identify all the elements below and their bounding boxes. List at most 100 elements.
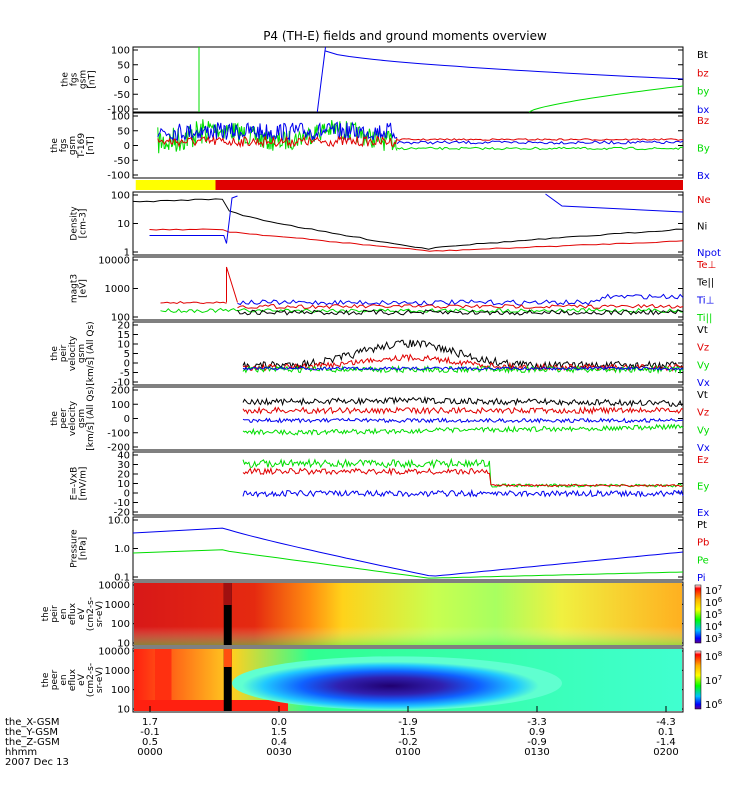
- y-axis-label-line: [cm-3]: [79, 209, 89, 239]
- y-axis-label: thefgsgsm[nT]: [61, 70, 98, 89]
- colorbar-tick-base: 10: [705, 586, 718, 597]
- y-axis-label: E=-VxB[mV/m]: [70, 467, 89, 501]
- y-tick-label: -200: [107, 443, 130, 454]
- ion-spectrum-overlay: [134, 583, 682, 645]
- colorbar-tick-base: 10: [705, 634, 718, 645]
- y-tick-label: 10000: [98, 256, 130, 267]
- colorbar-tick-label: 103: [705, 632, 722, 645]
- electron-early-band: [155, 649, 172, 711]
- y-tick-label: 10: [117, 639, 130, 650]
- y-tick-label: 20: [117, 470, 130, 481]
- y-tick-label: 1.0: [114, 544, 130, 555]
- y-tick-label: 10: [117, 340, 130, 351]
- y-axis-label-line: (cm2-s-: [86, 597, 96, 631]
- y-axis-label-line: velocity: [68, 335, 78, 371]
- series-bz: [157, 135, 398, 149]
- y-tick-label: 30: [117, 460, 130, 471]
- y-tick-label: 0: [124, 359, 130, 370]
- time-tick-label: 0000: [137, 747, 162, 758]
- y-axis-label-line: eV: [77, 607, 87, 620]
- y-tick-label: 0: [124, 489, 130, 500]
- y-tick-label: -20: [114, 508, 130, 519]
- series-by: [157, 119, 398, 154]
- colorbar-tick-label: 106: [705, 698, 723, 711]
- colorbar: [694, 584, 702, 644]
- electron-depletion: [232, 656, 562, 711]
- panel-9: Pressure[nPa] 10.0 1.0 0.1 Pt Pb Pe Pi: [70, 516, 710, 585]
- series-vz: [242, 353, 684, 372]
- time-tick-label: 0.0: [271, 717, 287, 728]
- series-spike: [226, 266, 238, 303]
- chart-title: P4 (TH-E) fields and ground moments over…: [263, 29, 547, 43]
- time-tick-label: -3.3: [527, 717, 547, 728]
- y-tick-label: 10000: [98, 581, 130, 592]
- colorbar-tick-label: 104: [705, 620, 723, 633]
- y-tick-label: -50: [114, 156, 130, 167]
- series-vx: [242, 417, 684, 424]
- legend-entry: Npot: [697, 248, 721, 259]
- y-tick-label: 0: [124, 75, 130, 86]
- y-tick-label: 100: [111, 112, 130, 123]
- series-te-par: [237, 309, 684, 316]
- series-ez: [242, 466, 684, 488]
- legend-entry: By: [697, 144, 710, 155]
- time-tick-label: 0030: [266, 747, 291, 758]
- y-axis-label-line: sr-eV): [95, 601, 105, 627]
- series-vt: [242, 339, 684, 372]
- time-axis-row-label: 2007 Dec 13: [5, 757, 69, 768]
- legend-entry: Ti||: [696, 313, 712, 324]
- y-axis-label: thefgsgsmT-169[nT]: [50, 133, 96, 159]
- y-tick-label: 0: [124, 414, 130, 425]
- y-tick-label: 1000: [105, 600, 130, 611]
- series-bx: [157, 121, 398, 143]
- colorbar-tick-base: 10: [705, 622, 718, 633]
- y-axis-label-line: [km/s] (All Qs): [86, 321, 96, 385]
- colorbar-tick-label: 105: [705, 608, 722, 621]
- y-axis-label: Pressure[nPa]: [70, 529, 89, 568]
- y-axis-label-line: eflux: [68, 668, 78, 691]
- y-axis-label: Density[cm-3]: [70, 206, 89, 241]
- time-tick-label: 0100: [395, 747, 420, 758]
- y-axis-label-line: velocity: [68, 400, 78, 436]
- time-tick-label: 0.9: [529, 727, 545, 738]
- colorbar-tick-base: 10: [705, 700, 718, 711]
- y-axis-label-line: [nPa]: [79, 537, 89, 560]
- series-vt: [242, 395, 684, 408]
- series-pi: [132, 527, 684, 577]
- y-tick-label: 100: [111, 685, 130, 696]
- series-ni: [132, 198, 684, 250]
- y-axis-label-line: peir: [50, 605, 60, 623]
- time-axis-row-label: hhmm: [5, 747, 37, 758]
- legend-entry: by: [697, 87, 709, 98]
- y-axis-label-line: the: [41, 606, 51, 621]
- series-bx-tail: [325, 50, 684, 80]
- time-tick-label: 0200: [653, 747, 678, 758]
- y-axis-label-line: [nT]: [86, 136, 96, 154]
- time-tick-label: -0.9: [527, 737, 547, 748]
- y-tick-label: -10: [114, 378, 130, 389]
- series-ti-par: [160, 307, 684, 314]
- y-tick-label: 5: [124, 349, 130, 360]
- y-tick-label: 1: [124, 248, 130, 259]
- series-vx: [242, 366, 684, 371]
- y-axis-label-line: peir: [59, 344, 69, 362]
- y-tick-label: 100: [111, 46, 130, 57]
- mode-bar-segment-2: [215, 180, 683, 190]
- panel-11: thepeerenefluxeV(cm2-s-sr-eV) 10000 1000 10…: [41, 647, 723, 716]
- panel-3: [135, 180, 683, 190]
- colorbar-tick-exp: 5: [718, 608, 722, 616]
- y-axis-label-line: eV: [77, 673, 87, 686]
- legend-entry: bx: [697, 105, 709, 116]
- y-tick-label: 100: [111, 313, 130, 324]
- y-axis-label-line: the: [50, 411, 60, 426]
- colorbar-tick-exp: 7: [718, 674, 722, 682]
- series-ne: [149, 228, 684, 252]
- series-npot: [149, 195, 238, 244]
- y-tick-label: 1000: [105, 284, 130, 295]
- panel-frame: [132, 46, 684, 113]
- colorbar-tick-exp: 6: [718, 698, 723, 706]
- y-axis-label: thepeervelocitygsm[km/s] (All Qs): [50, 386, 96, 450]
